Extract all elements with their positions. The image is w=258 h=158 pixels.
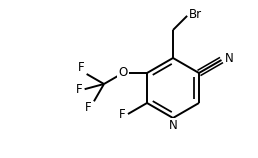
Text: N: N [224,52,233,66]
Text: Br: Br [189,8,202,21]
Text: N: N [169,119,178,132]
Text: F: F [119,107,126,121]
Text: F: F [85,101,92,114]
Text: O: O [118,67,128,79]
Text: F: F [78,61,85,74]
Text: F: F [76,83,83,96]
